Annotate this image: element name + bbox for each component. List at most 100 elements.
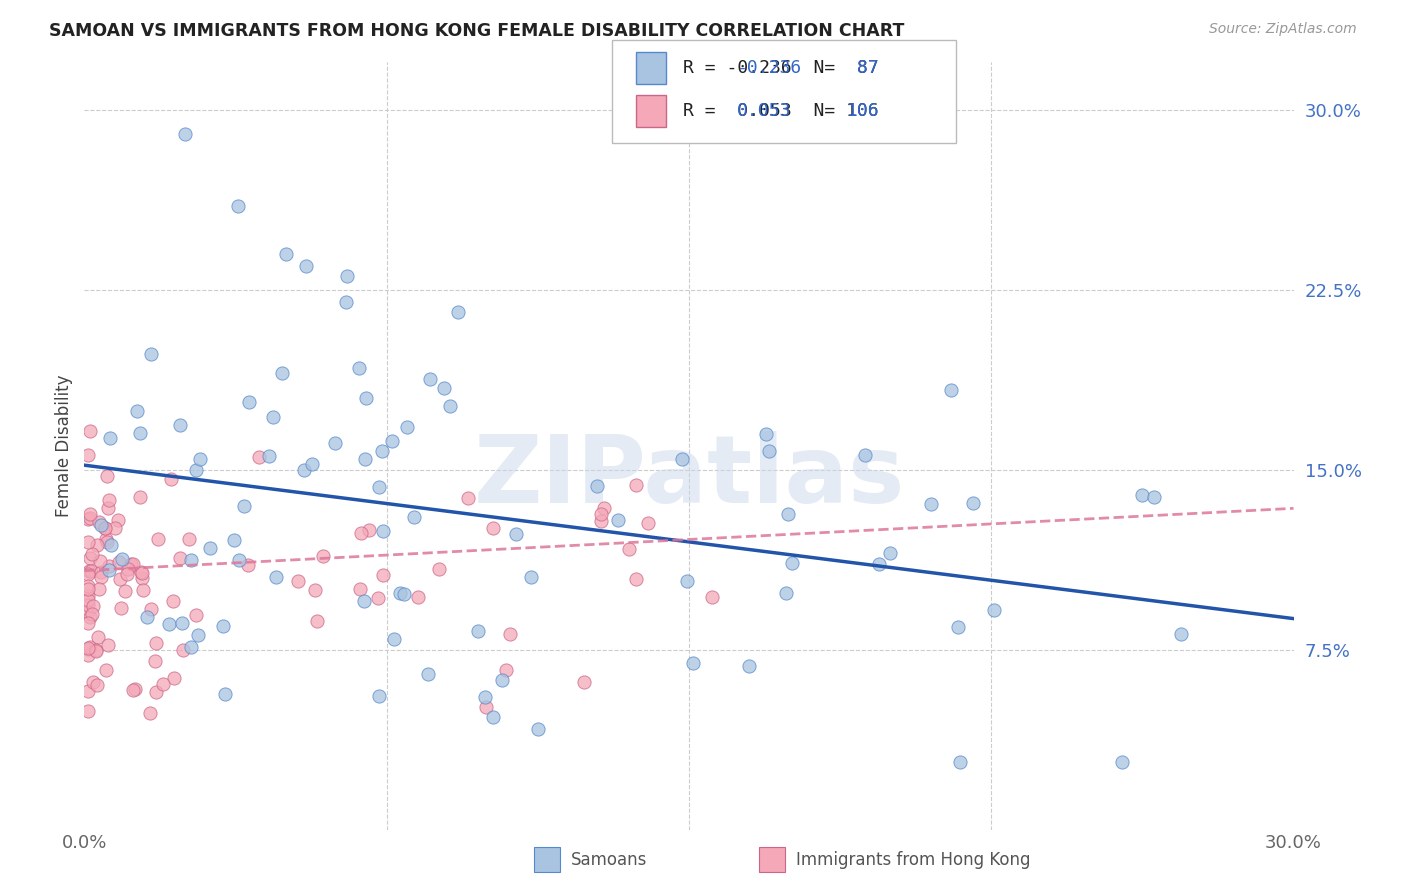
Point (77, 684, 100, 698)
Point (86, 538, 108, 552)
Point (212, 618, 235, 632)
Point (77, 567, 100, 582)
Point (446, 305, 468, 319)
Point (159, 472, 181, 486)
Point (367, 689, 389, 703)
Point (77, 582, 100, 596)
Point (292, 463, 315, 477)
Point (97, 558, 120, 573)
Point (257, 449, 280, 463)
Point (90, 570, 112, 584)
Point (188, 452, 211, 467)
Point (371, 568, 394, 582)
Point (983, 603, 1005, 617)
Point (184, 607, 207, 622)
Point (586, 479, 609, 493)
Point (97, 563, 120, 577)
Point (336, 268, 359, 283)
Point (84, 644, 107, 658)
Text: Source: ZipAtlas.com: Source: ZipAtlas.com (1209, 22, 1357, 37)
Y-axis label: Female Disability: Female Disability (55, 375, 73, 517)
Point (349, 361, 371, 376)
Point (77, 449, 100, 463)
Point (77, 598, 100, 612)
Point (879, 546, 901, 560)
Point (392, 587, 415, 601)
Point (295, 259, 318, 273)
Point (77, 615, 100, 630)
Point (626, 478, 648, 492)
Point (77, 535, 100, 549)
Point (77, 648, 100, 662)
Point (499, 627, 522, 641)
Point (79, 640, 101, 655)
Point (388, 585, 411, 599)
Point (738, 658, 761, 673)
Point (84, 643, 107, 657)
Point (174, 128, 197, 142)
Point (381, 434, 404, 449)
Point (152, 677, 174, 691)
Point (382, 632, 405, 646)
Point (132, 582, 155, 597)
Point (145, 636, 167, 650)
Point (359, 523, 381, 537)
Point (572, 674, 595, 689)
Text: ZIPatlas: ZIPatlas (474, 431, 904, 523)
Point (491, 673, 513, 687)
Point (86, 678, 108, 692)
Point (527, 722, 550, 736)
Point (77, 578, 100, 592)
Text: -0.236: -0.236 (737, 59, 801, 77)
Point (367, 591, 389, 605)
Point (214, 687, 236, 701)
Point (111, 551, 134, 566)
Point (184, 463, 207, 477)
Point (108, 556, 131, 570)
Point (775, 586, 797, 600)
Point (939, 383, 962, 397)
Point (495, 663, 517, 677)
Point (301, 458, 323, 472)
Point (172, 643, 194, 657)
Point (94, 532, 117, 546)
Point (98, 431, 121, 445)
Point (270, 367, 292, 381)
Point (108, 573, 131, 587)
Point (754, 426, 776, 441)
Text: R =  0.053  N= 106: R = 0.053 N= 106 (683, 102, 879, 120)
Point (121, 682, 143, 697)
Text: 0.053: 0.053 (737, 102, 792, 120)
Point (371, 444, 394, 458)
Text: Immigrants from Hong Kong: Immigrants from Hong Kong (796, 851, 1031, 869)
Point (129, 490, 152, 504)
Point (368, 480, 391, 494)
Point (305, 615, 328, 629)
Point (948, 756, 970, 770)
Point (233, 500, 256, 514)
Point (962, 495, 984, 509)
Point (77, 512, 100, 526)
Text: 106: 106 (846, 102, 879, 120)
Point (136, 610, 159, 624)
Point (433, 381, 456, 395)
Point (94, 521, 117, 535)
Point (107, 513, 129, 527)
Point (228, 553, 250, 567)
Point (179, 533, 201, 547)
Point (671, 452, 693, 467)
Point (104, 520, 127, 534)
Point (96, 534, 118, 549)
Point (97, 638, 120, 652)
Point (169, 551, 191, 566)
Point (238, 394, 260, 409)
Point (117, 562, 139, 576)
Point (406, 591, 429, 605)
Point (79, 508, 101, 522)
Point (124, 681, 146, 696)
Point (77, 605, 100, 619)
Point (419, 372, 441, 386)
Point (617, 542, 640, 557)
Point (676, 574, 699, 588)
Point (80, 547, 103, 561)
